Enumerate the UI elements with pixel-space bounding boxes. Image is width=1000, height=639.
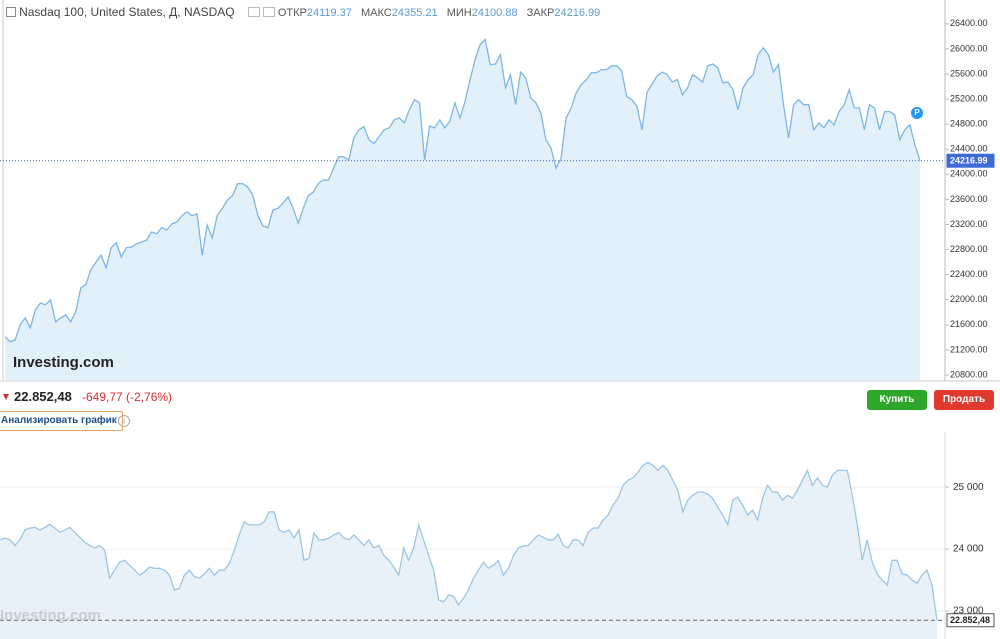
y-tick-label: 25 000 <box>953 482 984 493</box>
y-tick-label: 26000.00 <box>950 43 988 53</box>
buy-button[interactable]: Купить <box>867 390 927 410</box>
high-value: 24355.21 <box>391 7 438 19</box>
quote-price: 22.852,48 <box>14 389 72 404</box>
icon[interactable] <box>262 7 275 17</box>
low-label: МИН <box>446 7 472 19</box>
y-tick-label: 22400.00 <box>950 269 988 279</box>
y-tick-label: 23200.00 <box>950 219 988 229</box>
y-tick-label: 23 000 <box>953 606 984 617</box>
area-fill <box>0 462 937 639</box>
icon[interactable] <box>247 7 260 17</box>
y-tick-label: 25200.00 <box>950 93 988 103</box>
last-price-label: 22.852,48 <box>950 615 990 625</box>
low-value: 24100.88 <box>471 7 518 19</box>
collapse-icon[interactable] <box>6 7 16 17</box>
quote-change: -649,77 (-2,76%) <box>82 390 173 404</box>
price-line <box>4 38 921 343</box>
symbol: Nasdaq 100, United States, Д, NASDAQ <box>19 5 235 19</box>
price-line <box>0 461 938 621</box>
y-tick-label: 22000.00 <box>950 294 988 304</box>
y-tick-label: 24400.00 <box>950 144 988 154</box>
close-label: ЗАКР <box>526 7 555 19</box>
y-tick-label: 22800.00 <box>950 244 988 254</box>
y-tick-label: 23600.00 <box>950 194 988 204</box>
open-label: ОТКР <box>277 7 307 19</box>
analyze-button[interactable]: Анализировать график <box>0 411 123 431</box>
high-label: МАКС <box>361 7 392 19</box>
y-tick-label: 21200.00 <box>950 344 988 354</box>
y-tick-label: 24000.00 <box>950 169 988 179</box>
y-tick-label: 26400.00 <box>950 18 988 28</box>
last-price-box <box>946 613 995 628</box>
info-icon <box>118 415 130 427</box>
marker-icon-letter: P <box>914 108 920 117</box>
y-tick-label: 21600.00 <box>950 319 988 329</box>
last-price-label: 24216.99 <box>950 156 988 166</box>
y-tick-label: 24800.00 <box>950 119 988 129</box>
sell-button[interactable]: Продать <box>934 390 994 410</box>
logo: Investing.com <box>13 354 114 371</box>
watermark: Investing.com <box>0 607 101 624</box>
down-arrow <box>3 394 9 400</box>
close-value: 24216.99 <box>554 7 601 19</box>
area-fill <box>5 39 920 380</box>
open-value: 24119.37 <box>306 7 352 19</box>
y-tick-label: 25600.00 <box>950 68 988 78</box>
marker-icon <box>911 107 923 119</box>
y-tick-label: 24 000 <box>953 544 984 555</box>
header: Nasdaq 100, United States, Д, NASDAQ ОТК… <box>6 5 600 19</box>
y-tick-label: 20800.00 <box>950 369 988 379</box>
last-price-box <box>946 153 995 168</box>
info-icon-letter: i <box>123 417 125 426</box>
